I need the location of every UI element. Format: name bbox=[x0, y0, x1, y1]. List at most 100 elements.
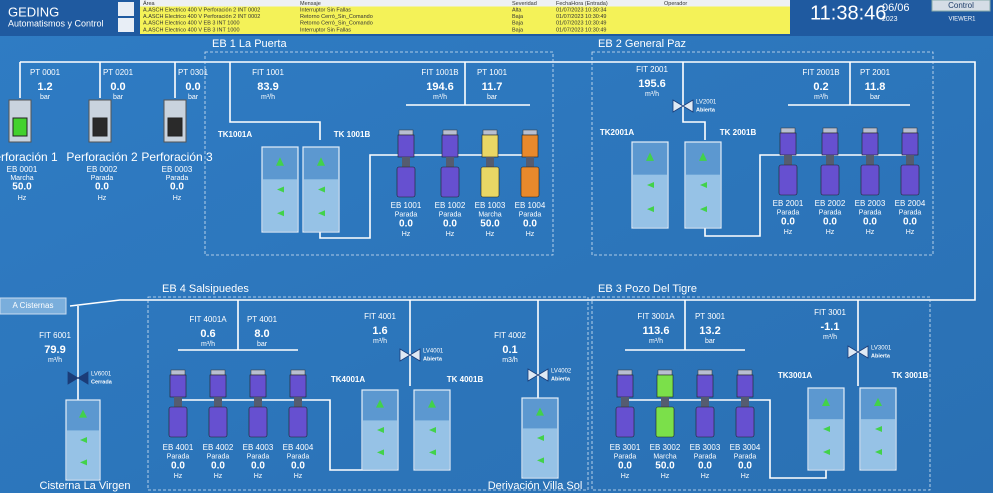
pump-name: EB 2001 bbox=[773, 199, 804, 208]
instrument-unit: bar bbox=[113, 94, 124, 101]
cisternas-button-label[interactable]: A Cisternas bbox=[13, 301, 54, 310]
pump-body bbox=[480, 166, 500, 198]
alarm-cell: 01/07/2023 10:30:49 bbox=[556, 21, 606, 27]
pump-cap bbox=[902, 127, 918, 134]
instrument-unit: m3/h bbox=[502, 357, 518, 364]
pump-neck bbox=[826, 155, 834, 165]
instrument-unit: bar bbox=[487, 94, 498, 101]
pump-cap bbox=[862, 127, 878, 134]
pump-value: 0.0 bbox=[903, 217, 917, 228]
well-pump-status bbox=[12, 117, 28, 137]
tank-indicator bbox=[377, 427, 384, 433]
pump-neck bbox=[254, 397, 262, 407]
instrument-tag: FIT 6001 bbox=[39, 331, 71, 340]
user-name: VIEWER1 bbox=[948, 17, 976, 23]
pump-neck bbox=[526, 157, 534, 167]
pump-neck bbox=[214, 397, 222, 407]
pump-state: Parada bbox=[777, 209, 800, 216]
pump-name: EB 0002 bbox=[87, 165, 118, 174]
pump-body bbox=[396, 166, 416, 198]
pump-cap bbox=[657, 369, 673, 376]
pump-motor bbox=[779, 132, 797, 156]
pump-value: 0.0 bbox=[823, 217, 837, 228]
pump-state: Parada bbox=[734, 453, 757, 460]
control-button[interactable] bbox=[931, 0, 991, 12]
tank-indicator bbox=[875, 426, 882, 432]
tank-label: TK 3001B bbox=[892, 371, 929, 380]
tank-indicator bbox=[537, 435, 544, 441]
valve bbox=[672, 99, 694, 113]
tank-level bbox=[263, 179, 297, 231]
alarm-ack-icon[interactable] bbox=[118, 18, 134, 32]
instrument-value: 113.6 bbox=[643, 325, 670, 337]
pump-unit: Hz bbox=[402, 231, 411, 238]
instrument-tag: FIT 3001A bbox=[637, 312, 675, 321]
pump-body bbox=[615, 406, 635, 438]
instrument-value: 11.7 bbox=[482, 81, 503, 93]
pump-unit: Hz bbox=[741, 473, 750, 480]
pump-value: 0.0 bbox=[738, 461, 752, 472]
instrument-unit: m³/h bbox=[814, 94, 828, 101]
pipe bbox=[625, 399, 827, 479]
pump-motor bbox=[696, 374, 714, 398]
pump-value: 0.0 bbox=[251, 461, 265, 472]
tank-indicator bbox=[317, 157, 325, 166]
pump-name: EB 3003 bbox=[690, 443, 721, 452]
pump-state: Parada bbox=[247, 453, 270, 460]
tank-indicator bbox=[276, 157, 284, 166]
tank-indicator bbox=[823, 426, 830, 432]
pump-motor bbox=[249, 374, 267, 398]
pump-cap bbox=[210, 369, 226, 376]
alarm-cell: Retorno Cerró_Sin_Comando bbox=[300, 14, 373, 20]
perforation-name: Perforación 3 bbox=[141, 150, 213, 164]
pump-body bbox=[778, 164, 798, 196]
tank-indicator bbox=[377, 449, 384, 456]
valve-tag: LV2001 bbox=[696, 100, 717, 106]
instrument-tag: FIT 1001 bbox=[252, 68, 284, 77]
pump-unit: Hz bbox=[906, 229, 915, 236]
pump-name: EB 3001 bbox=[610, 443, 641, 452]
cisternas-button[interactable] bbox=[0, 297, 67, 315]
valve-state: Abierta bbox=[423, 356, 443, 362]
pump-state: Parada bbox=[819, 209, 842, 216]
pump-motor bbox=[289, 374, 307, 398]
instrument-unit: bar bbox=[870, 94, 881, 101]
instrument-value: 1.6 bbox=[372, 325, 387, 337]
pump-state: Parada bbox=[519, 211, 542, 218]
tank-indicator bbox=[699, 152, 707, 161]
pump-cap bbox=[170, 369, 186, 376]
instrument-unit: m³/h bbox=[201, 341, 215, 348]
tank-label: TK1001A bbox=[218, 130, 252, 139]
instrument-tag: PT 4001 bbox=[247, 315, 278, 324]
pump-value: 0.0 bbox=[698, 461, 712, 472]
instrument-value: 0.1 bbox=[502, 344, 517, 356]
pump-motor bbox=[169, 374, 187, 398]
tank-label: TK3001A bbox=[778, 371, 812, 380]
control-button-label[interactable]: Control bbox=[948, 1, 974, 10]
station-frame bbox=[591, 296, 931, 491]
pump-body bbox=[168, 406, 188, 438]
pump-body bbox=[208, 406, 228, 438]
instrument-value: 8.0 bbox=[254, 328, 269, 340]
pump-cap bbox=[822, 127, 838, 134]
pump-body bbox=[248, 406, 268, 438]
pump-name: EB 4003 bbox=[243, 443, 274, 452]
instrument-tag: PT 1001 bbox=[477, 68, 508, 77]
pump-motor bbox=[397, 134, 415, 158]
pump-name: EB 4002 bbox=[203, 443, 234, 452]
pump-name: EB 1003 bbox=[475, 201, 506, 210]
pump-neck bbox=[866, 155, 874, 165]
pump-unit: Hz bbox=[701, 473, 710, 480]
alarm-cell: Baja bbox=[512, 21, 524, 27]
app-title: GEDING bbox=[8, 4, 59, 19]
alarm-bell-icon[interactable] bbox=[118, 2, 134, 16]
alarm-cell: Baja bbox=[512, 14, 524, 20]
pipe bbox=[682, 62, 706, 140]
alarm-column-header: FechaHora (Entrada) bbox=[556, 1, 608, 7]
tank-label: TK 2001B bbox=[720, 128, 757, 137]
pump-value: 50.0 bbox=[480, 219, 500, 230]
valve bbox=[847, 345, 869, 359]
pump-motor bbox=[616, 374, 634, 398]
valve bbox=[67, 371, 89, 385]
